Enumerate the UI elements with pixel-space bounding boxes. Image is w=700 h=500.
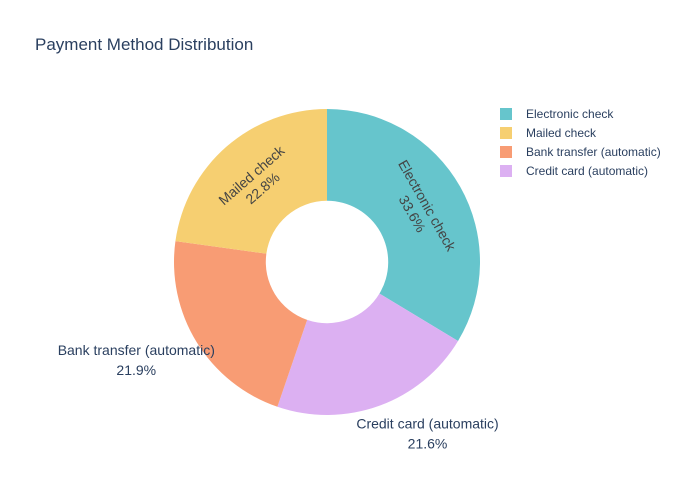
slice-label-name: Bank transfer (automatic)	[58, 342, 215, 358]
legend-item-electronic-check[interactable]: Electronic check	[500, 107, 614, 121]
legend-swatch	[500, 108, 512, 120]
legend-label: Mailed check	[526, 126, 597, 140]
slice-label-percent: 21.6%	[408, 435, 448, 451]
legend: Electronic check Mailed check Bank transfe…	[500, 107, 661, 178]
svg-text:Credit card (automatic)21.6%: Credit card (automatic) 21.6%	[356, 415, 498, 451]
slice-label-name: Credit card (automatic)	[356, 415, 498, 431]
slice-bank-transfer-automatic[interactable]	[174, 241, 308, 407]
slice-label-bank-transfer-automatic: Bank transfer (automatic) 21.9%	[58, 342, 215, 378]
slice-label-percent: 21.9%	[116, 362, 156, 378]
chart-title: Payment Method Distribution	[35, 35, 253, 54]
legend-label: Credit card (automatic)	[526, 164, 648, 178]
legend-item-mailed-check[interactable]: Mailed check	[500, 126, 597, 140]
slice-label-credit-card-automatic: Credit card (automatic) 21.6%	[356, 415, 498, 451]
legend-label: Electronic check	[526, 107, 614, 121]
legend-swatch	[500, 165, 512, 177]
legend-item-bank-transfer-automatic[interactable]: Bank transfer (automatic)	[500, 145, 661, 159]
legend-swatch	[500, 146, 512, 158]
svg-text:Bank transfer (automatic)21.9%: Bank transfer (automatic) 21.9%	[58, 342, 215, 378]
slice-mailed-check[interactable]	[175, 109, 327, 254]
legend-swatch	[500, 127, 512, 139]
legend-item-credit-card-automatic[interactable]: Credit card (automatic)	[500, 164, 648, 178]
slices-group	[174, 109, 480, 415]
slice-electronic-check[interactable]	[327, 109, 480, 341]
legend-label: Bank transfer (automatic)	[526, 145, 661, 159]
slice-credit-card-automatic[interactable]	[277, 293, 459, 415]
